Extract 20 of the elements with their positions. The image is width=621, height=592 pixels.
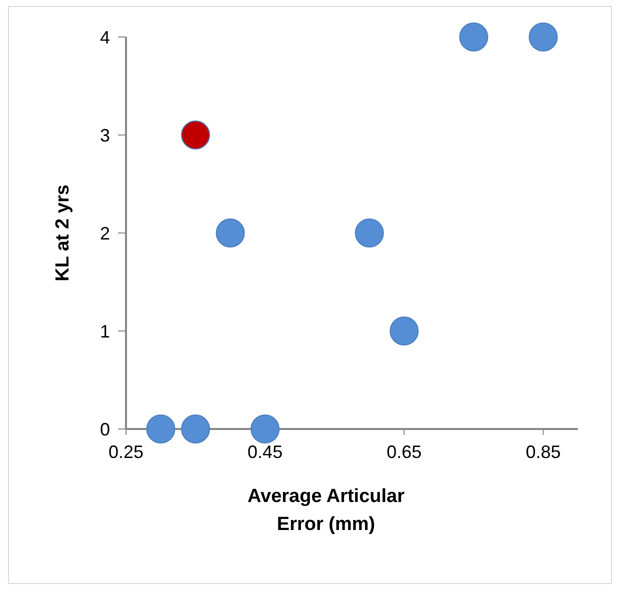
point: [181, 414, 210, 444]
point: [390, 316, 419, 346]
y-tick-label: 4: [100, 27, 110, 48]
x-tick-label: 0.85: [526, 442, 561, 462]
x-tick-label: 0.65: [386, 442, 422, 462]
x-tick-label: 0.45: [248, 442, 283, 462]
point: [146, 414, 176, 444]
point: [181, 120, 210, 150]
x-tick-label: 0.25: [108, 442, 144, 462]
y-tick-label: 2: [100, 223, 110, 244]
point: [354, 218, 384, 248]
y-tick-label: 3: [100, 125, 110, 146]
point: [459, 22, 488, 52]
y-axis-title: KL at 2 yrs: [52, 184, 74, 282]
y-tick-label: 0: [100, 419, 110, 440]
y-tick-label: 1: [100, 321, 110, 342]
point: [250, 414, 280, 444]
x-axis-title: Average Articular Error (mm): [246, 485, 406, 537]
point: [216, 218, 245, 248]
point: [528, 22, 558, 52]
